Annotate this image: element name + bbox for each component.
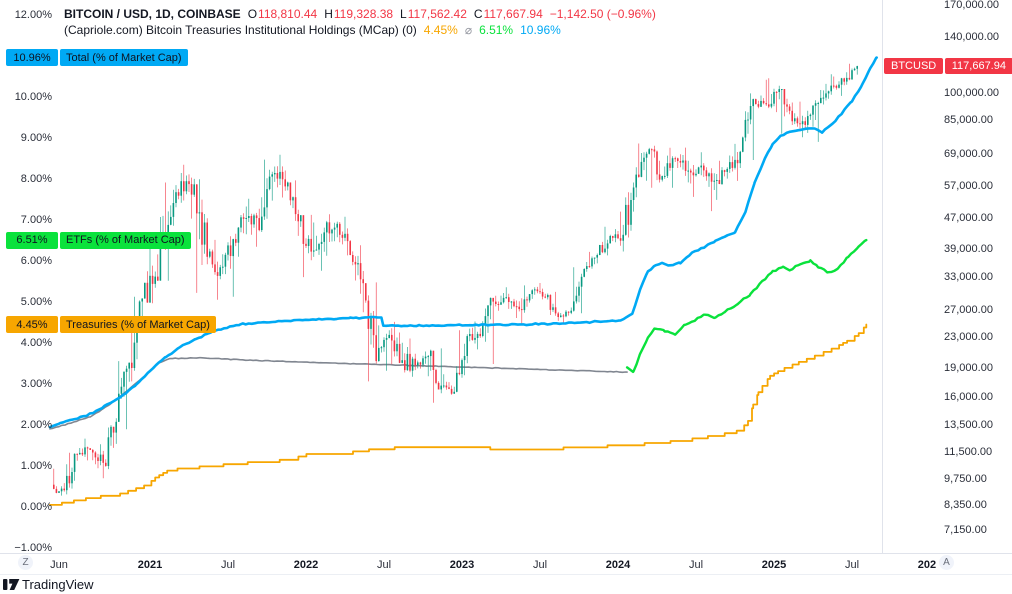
time-tick-label: Jul: [376, 559, 392, 571]
last-price-value-chip: 117,667.94: [944, 58, 1012, 75]
legend-part: 4.45%: [423, 23, 458, 37]
legend-part: (Capriole.com) Bitcoin Treasuries Instit…: [64, 23, 417, 37]
tradingview-brand-text[interactable]: TradingView: [22, 577, 94, 592]
price-tick-label: 11,500.00: [944, 445, 993, 458]
percent-tick-label: −1.00%: [14, 541, 52, 554]
price-tick-label: 19,000.00: [944, 362, 993, 375]
legend-part: BITCOIN / USD, 1D, COINBASE: [64, 7, 241, 21]
treasuries-value-chip: 4.45%: [6, 316, 58, 334]
price-tick-label: 13,500.00: [944, 418, 993, 431]
time-axis-separator: [0, 553, 1012, 554]
price-scale[interactable]: 170,000.00 140,000.00 100,000.00 85,000.00 6…: [883, 0, 1012, 553]
price-tick-label: 27,000.00: [944, 303, 993, 316]
percent-tick-label: 7.00%: [20, 213, 52, 226]
etfs-series-badge: 6.51% ETFs (% of Market Cap): [6, 231, 191, 249]
treasuries-series-badge: 4.45% Treasuries (% of Market Cap): [6, 316, 216, 334]
legend-part: L: [400, 7, 407, 21]
time-tick-label: Jul: [688, 559, 704, 571]
total-series-badge: 10.96% Total (% of Market Cap): [6, 49, 188, 67]
legend-part: C: [473, 7, 483, 21]
percent-tick-label: 2.00%: [20, 418, 52, 431]
etfs-label-chip: ETFs (% of Market Cap): [60, 231, 191, 249]
time-tick-label: Jul: [220, 559, 236, 571]
legend-part: 10.96%: [520, 23, 561, 37]
percent-tick-label: 8.00%: [20, 172, 52, 185]
time-tick-label: Jul: [532, 559, 548, 571]
percent-tick-label: 6.00%: [20, 254, 52, 267]
treasuries-label-chip: Treasuries (% of Market Cap): [60, 316, 216, 334]
total-value-chip: 10.96%: [6, 49, 58, 67]
percent-tick-label: 4.00%: [20, 336, 52, 349]
legend-part: ⌀: [464, 23, 473, 37]
symbol-legend-row[interactable]: BITCOIN / USD, 1D, COINBASE O118,810.44 H1…: [64, 7, 663, 21]
percent-tick-label: 12.00%: [14, 8, 52, 21]
price-tick-label: 23,000.00: [944, 330, 993, 343]
price-axis-separator: [882, 0, 883, 553]
percent-tick-label: 9.00%: [20, 131, 52, 144]
legend-part: O: [247, 7, 258, 21]
time-tick-label: 2025: [761, 559, 787, 571]
price-tick-label: 57,000.00: [944, 179, 993, 192]
legend-part: 118,810.44: [258, 7, 318, 21]
time-tick-label: Jul: [844, 559, 860, 571]
footer-bar: TradingView: [0, 575, 1012, 594]
price-tick-label: 85,000.00: [944, 113, 993, 126]
time-tick-label: 2022: [293, 559, 319, 571]
legend-part: −1,142.50 (−0.96%): [549, 7, 656, 21]
price-tick-label: 33,000.00: [944, 270, 993, 283]
percent-tick-label: 1.00%: [20, 459, 52, 472]
price-tick-label: 9,750.00: [944, 472, 987, 485]
timezone-button[interactable]: Z: [18, 555, 33, 570]
time-scale[interactable]: Jun 2021 Jul 2022 Jul 2023 Jul 2024 Jul 2025 Jul 20…: [0, 554, 936, 574]
legend-part: 119,328.38: [333, 7, 394, 21]
price-tick-label: 7,150.00: [944, 524, 987, 537]
price-tick-label: 8,350.00: [944, 498, 987, 511]
price-tick-label: 100,000.00: [944, 86, 1000, 99]
legend-part: 117,667.94: [483, 7, 543, 21]
price-tick-label: 47,000.00: [944, 211, 993, 224]
legend-part: H: [324, 7, 333, 21]
price-tick-label: 69,000.00: [944, 148, 993, 161]
auto-scale-button[interactable]: A: [939, 555, 954, 570]
footer-separator: [0, 574, 1012, 575]
percent-tick-label: 0.00%: [20, 500, 52, 513]
last-price-symbol-chip: BTCUSD: [884, 58, 944, 75]
legend-part: 117,562.42: [407, 7, 467, 21]
time-tick-label: 2026: [917, 559, 936, 571]
price-tick-label: 39,000.00: [944, 242, 993, 255]
price-tick-label: 16,000.00: [944, 390, 993, 403]
price-chart-canvas[interactable]: 12.00% 10.00% 9.00% 8.00% 7.00% 6.00% 5.00% 4.0…: [0, 0, 882, 553]
chart-plot-svg: [48, 56, 878, 506]
total-label-chip: Total (% of Market Cap): [60, 49, 188, 67]
legend-part: 6.51%: [479, 23, 514, 37]
percent-tick-label: 10.00%: [14, 90, 52, 103]
etfs-value-chip: 6.51%: [6, 231, 58, 249]
time-tick-label: 2024: [605, 559, 631, 571]
percent-tick-label: 5.00%: [20, 295, 52, 308]
percent-tick-label: 3.00%: [20, 377, 52, 390]
time-tick-label: Jun: [50, 559, 68, 571]
price-tick-label: 140,000.00: [944, 30, 1000, 43]
last-price-badge: BTCUSD 117,667.94: [884, 58, 1012, 75]
indicator-legend-row[interactable]: (Capriole.com) Bitcoin Treasuries Instit…: [64, 23, 568, 37]
time-tick-label: 2023: [449, 559, 475, 571]
tradingview-logo-icon[interactable]: [3, 578, 20, 591]
price-tick-label: 170,000.00: [944, 0, 1000, 11]
time-tick-label: 2021: [137, 559, 163, 571]
